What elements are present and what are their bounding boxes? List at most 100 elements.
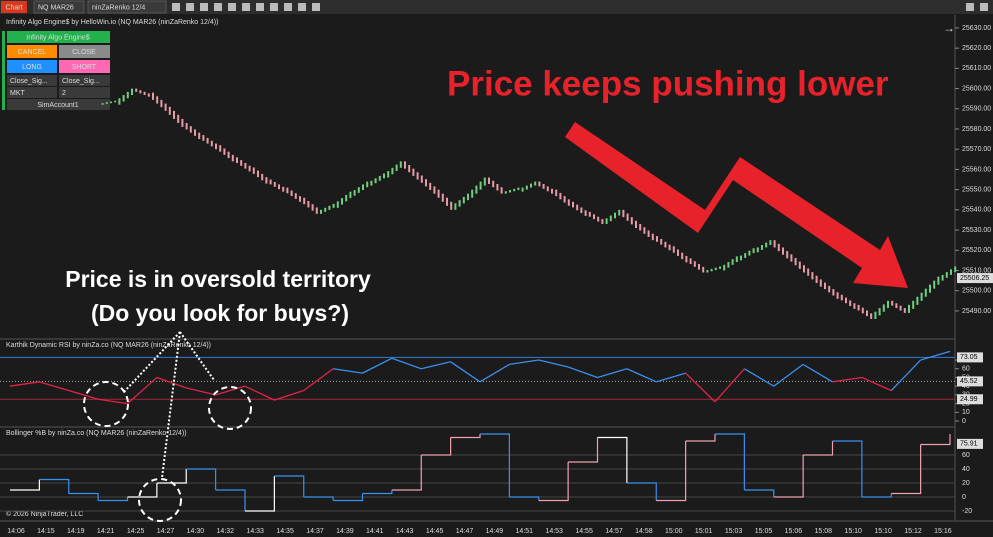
- renko-bar: [664, 241, 667, 248]
- x-tick-label: 14:35: [276, 528, 294, 535]
- instrument-select[interactable]: [33, 0, 85, 14]
- x-tick-label: 14:21: [97, 528, 115, 535]
- renko-bar: [920, 292, 923, 301]
- renko-bar: [248, 165, 251, 172]
- renko-bar: [945, 272, 948, 278]
- last-price-label: 25506.25: [960, 275, 989, 282]
- renko-bar: [845, 297, 847, 304]
- rsi-line: [920, 350, 951, 361]
- y-tick-label: 25570.00: [962, 146, 991, 153]
- renko-bar: [731, 259, 734, 265]
- renko-bar: [147, 93, 150, 97]
- x-tick-label: 14:30: [187, 528, 205, 535]
- renko-bar: [458, 200, 461, 207]
- renko-bar: [332, 203, 335, 208]
- renko-bar: [534, 181, 537, 186]
- renko-bar: [110, 101, 112, 104]
- renko-bar: [672, 246, 675, 253]
- bar-type-select[interactable]: [87, 0, 167, 14]
- x-tick-label: 15:08: [815, 528, 833, 535]
- rsi-line: [597, 368, 628, 379]
- y-tick-label: 25600.00: [962, 85, 991, 92]
- level-label: 45.52: [960, 378, 978, 385]
- renko-bar: [601, 219, 604, 224]
- x-tick-label: 15:16: [934, 528, 952, 535]
- y-tick-label: 25560.00: [962, 166, 991, 173]
- renko-bar: [761, 245, 763, 250]
- header-button[interactable]: [7, 31, 110, 43]
- window-button[interactable]: [980, 3, 988, 11]
- x-tick-label: 14:45: [426, 528, 444, 535]
- rsi-line: [450, 361, 481, 383]
- renko-bar: [849, 300, 852, 307]
- long-button[interactable]: [7, 60, 57, 73]
- x-tick-label: 15:10: [844, 528, 862, 535]
- renko-bar: [383, 173, 385, 179]
- order-type-select[interactable]: [7, 87, 57, 98]
- renko-bar: [500, 187, 503, 194]
- level-box: [957, 376, 983, 387]
- renko-bar: [538, 181, 541, 187]
- quantity-label: 2: [62, 90, 66, 97]
- renko-bar: [303, 197, 306, 205]
- x-tick-label: 14:25: [127, 528, 145, 535]
- rsi-line: [333, 368, 363, 374]
- close-signal-select[interactable]: [59, 75, 110, 86]
- y-tick-label: 25630.00: [962, 25, 991, 32]
- rsi-line: [567, 366, 598, 379]
- renko-bar: [563, 196, 566, 203]
- scroll-arrow[interactable]: →: [943, 21, 955, 35]
- renko-bar: [937, 276, 940, 285]
- renko-bar: [786, 251, 789, 259]
- renko-bar: [744, 253, 747, 258]
- renko-bar: [723, 264, 726, 271]
- quantity-input[interactable]: [59, 87, 110, 98]
- account-select[interactable]: [7, 99, 110, 110]
- rsi-line: [773, 363, 804, 387]
- percent-b-step: [156, 469, 187, 484]
- x-tick-label: 14:58: [635, 528, 653, 535]
- renko-bar: [693, 261, 696, 267]
- renko-bar: [387, 171, 390, 178]
- rsi-line: [215, 385, 246, 396]
- toolbar-icons[interactable]: [172, 3, 320, 11]
- account-label: SimAccount1: [37, 102, 78, 109]
- cancel-button[interactable]: [7, 45, 57, 58]
- renko-bar: [950, 269, 952, 275]
- renko-bar: [441, 193, 444, 202]
- close-button[interactable]: [59, 45, 110, 58]
- renko-bar: [139, 90, 142, 94]
- chart-label: Chart: [5, 4, 22, 11]
- close-signal-select[interactable]: [7, 75, 57, 86]
- x-tick-label: 15:06: [785, 528, 803, 535]
- renko-bar: [542, 183, 545, 189]
- y-tick-label: 10: [962, 409, 970, 416]
- renko-bar: [622, 209, 625, 218]
- renko-bar: [374, 178, 377, 184]
- chart-button[interactable]: [1, 1, 27, 13]
- renko-bar: [706, 270, 709, 273]
- x-tick-label: 15:01: [695, 528, 713, 535]
- renko-bar: [828, 285, 831, 293]
- window-button[interactable]: [966, 3, 974, 11]
- long-label: LONG: [22, 64, 42, 71]
- y-tick-label: 25490.00: [962, 308, 991, 315]
- renko-bar: [714, 267, 717, 271]
- rsi-line: [509, 359, 539, 366]
- rsi-line: [421, 361, 451, 370]
- renko-bar: [727, 262, 730, 268]
- percent-b-step: [538, 462, 569, 502]
- renko-bar: [782, 247, 784, 255]
- x-tick-label: 15:03: [725, 528, 743, 535]
- percent-b-step: [891, 444, 922, 495]
- renko-bar: [370, 180, 373, 186]
- renko-bar: [941, 274, 944, 281]
- renko-bar: [198, 132, 201, 140]
- panel-title: Infinity Algo Engine$ by HelloWin.io (NQ…: [6, 19, 218, 26]
- renko-bar: [114, 100, 117, 103]
- x-tick-label: 14:37: [306, 528, 324, 535]
- renko-bar: [903, 308, 906, 313]
- percent-b-step: [597, 436, 628, 484]
- short-button[interactable]: [59, 60, 110, 73]
- renko-bar: [315, 207, 318, 214]
